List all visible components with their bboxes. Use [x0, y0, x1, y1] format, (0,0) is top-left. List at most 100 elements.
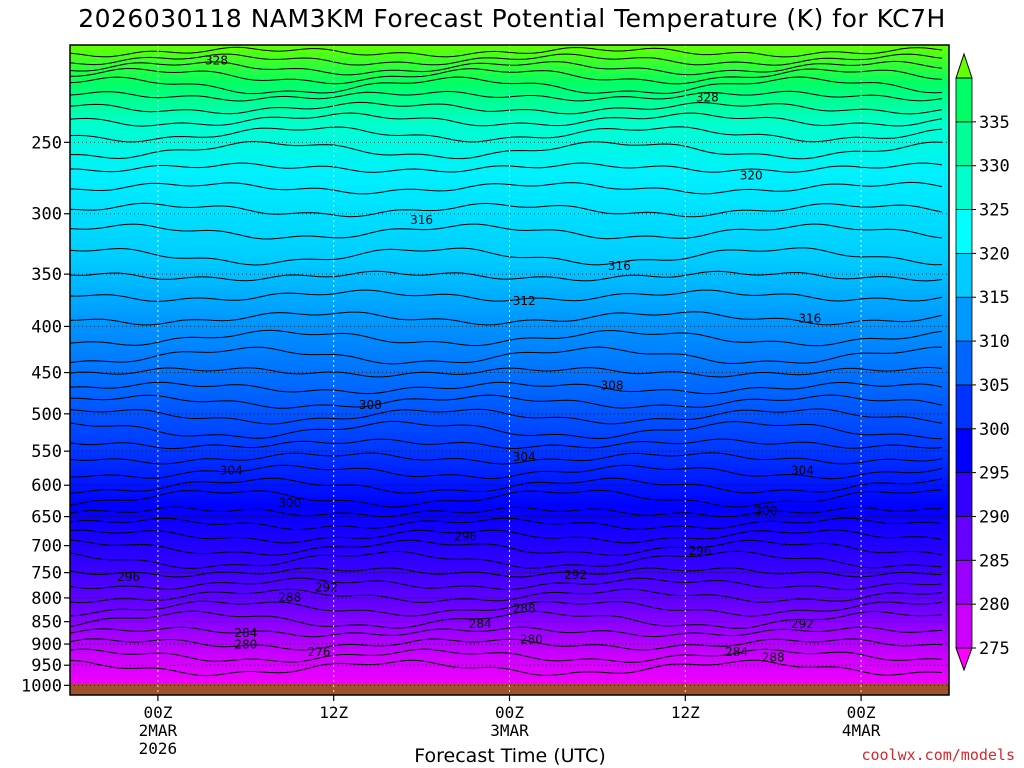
- contour-line: [69, 610, 943, 629]
- contour-line: [69, 588, 943, 604]
- colorbar-segment: [955, 603, 973, 649]
- contour-label: 312: [513, 294, 536, 308]
- contour-line: [69, 346, 942, 365]
- x-tick-label: 2MAR: [139, 721, 178, 740]
- contour-line: [69, 289, 943, 302]
- contour-line: [69, 567, 943, 578]
- contour-label: 316: [608, 259, 631, 273]
- y-tick-label: 450: [31, 364, 62, 384]
- colorbar-segment: [955, 340, 973, 386]
- y-tick-label: 350: [31, 265, 62, 285]
- contour-label: 288: [278, 590, 301, 604]
- colorbar-segment: [955, 559, 973, 605]
- x-tick-label: 2026: [139, 739, 178, 758]
- contour-line: [69, 60, 943, 76]
- colorbar-segment: [955, 121, 973, 167]
- y-tick-label: 300: [31, 205, 62, 225]
- contour-label: 320: [740, 168, 763, 182]
- contour-line: [69, 539, 943, 556]
- colorbar-segment: [955, 384, 973, 430]
- x-tick-label: 12Z: [319, 703, 348, 722]
- y-tick-label: 900: [31, 635, 62, 655]
- contour-label: 280: [234, 637, 257, 651]
- contour-line: [69, 67, 943, 85]
- colorbar-label: 320: [979, 244, 1010, 264]
- contour-label: 284: [234, 626, 257, 640]
- contour-label: 296: [454, 530, 477, 544]
- contour-line: [69, 638, 943, 651]
- contour-line: [69, 53, 943, 66]
- contour-label: 300: [754, 504, 777, 518]
- x-tick-label: 00Z: [847, 703, 876, 722]
- contour-line: [69, 477, 943, 494]
- contour-line: [69, 101, 943, 115]
- contour-line: [69, 517, 943, 531]
- contour-line: [69, 329, 943, 347]
- contour-line: [69, 181, 943, 195]
- contour-label: 328: [205, 54, 228, 68]
- contour-line: [69, 464, 943, 480]
- contour-label: 284: [725, 645, 748, 659]
- contour-line: [69, 76, 943, 95]
- colorbar-label: 300: [979, 420, 1010, 440]
- x-tick-label: 3MAR: [490, 721, 529, 740]
- contour-label: 304: [220, 464, 243, 478]
- colorbar-segment: [955, 165, 973, 210]
- colorbar-extend-high: [955, 52, 973, 79]
- contour-line: [69, 489, 943, 508]
- ground-strip: [70, 684, 949, 695]
- colorbar-label: 290: [979, 507, 1010, 527]
- colorbar-label: 285: [979, 551, 1010, 571]
- contour-line: [69, 381, 943, 395]
- isentrope-contours: [69, 46, 943, 677]
- contour-line: [69, 202, 943, 218]
- colorbar-label: 295: [979, 464, 1010, 484]
- contour-line: [69, 46, 943, 58]
- contour-labels: 328 328 320 316 316 316 312 308 308 304 304 304 300 3…: [117, 54, 821, 665]
- x-tick-label: 4MAR: [842, 721, 881, 740]
- y-tick-label: 950: [31, 656, 62, 676]
- contour-line: [69, 600, 943, 617]
- y-tick-label: 500: [31, 405, 62, 425]
- contour-line: [69, 577, 943, 591]
- contour-line: [69, 311, 943, 326]
- contour-label: 292: [564, 568, 587, 582]
- contour-label: 308: [359, 398, 382, 412]
- contour-line: [69, 247, 943, 266]
- contour-label: 292: [791, 617, 814, 631]
- y-tick-label: 1000: [21, 676, 62, 696]
- contour-label: 300: [278, 496, 301, 510]
- contour-label: 316: [410, 213, 433, 227]
- contour-label: 296: [117, 570, 140, 584]
- y-tick-label: 400: [31, 317, 62, 337]
- contour-label: 328: [696, 91, 719, 105]
- colorbar-label: 305: [979, 376, 1010, 396]
- colorbar-segment: [955, 428, 973, 474]
- contour-label: 276: [308, 645, 331, 659]
- contour-line: [69, 270, 943, 282]
- contour-label: 316: [798, 312, 821, 326]
- contour-label: 288: [762, 650, 785, 664]
- colorbar-label: 325: [979, 201, 1010, 221]
- contour-label: 284: [469, 617, 492, 631]
- y-tick-label: 800: [31, 589, 62, 609]
- contour-label: 288: [513, 602, 536, 616]
- contour-label: 308: [601, 378, 624, 392]
- contour-line: [70, 162, 943, 173]
- contour-line: [69, 506, 943, 518]
- colorbar-segment: [955, 296, 973, 342]
- colorbar-label: 315: [979, 288, 1010, 308]
- contour-line: [69, 648, 943, 663]
- contour-line: [69, 420, 943, 440]
- contour-line: [69, 90, 943, 102]
- colorbar-extend-low: [955, 647, 973, 672]
- contour-line: [69, 438, 943, 450]
- axes: 2503003504004505005506006507007508008509…: [21, 44, 950, 758]
- contour-line: [69, 223, 943, 240]
- colorbar-label: 280: [979, 595, 1010, 615]
- colorbar-segment: [955, 472, 973, 517]
- contour-line: [69, 112, 943, 127]
- y-tick-label: 250: [31, 133, 62, 153]
- x-tick-label: 12Z: [671, 703, 700, 722]
- colorbar-segment: [955, 516, 973, 561]
